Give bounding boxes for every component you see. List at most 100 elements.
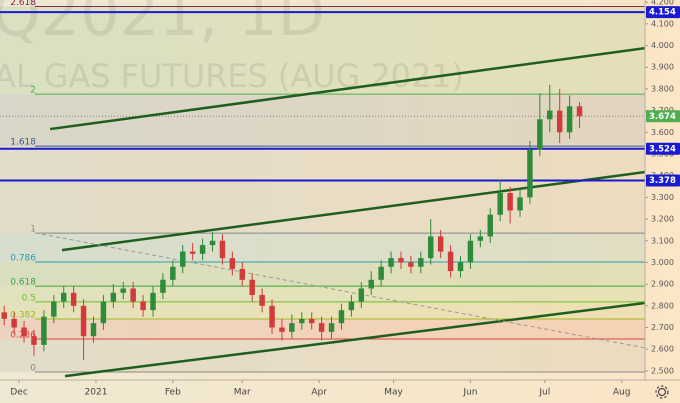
trend-line — [35, 232, 645, 349]
watermark-symbol: Q2021, 1D — [0, 0, 325, 50]
candle-body — [368, 279, 374, 289]
candle-body — [556, 110, 563, 133]
candle-body — [497, 193, 503, 215]
y-tick-label: 3.900 — [651, 63, 674, 72]
candle-body — [150, 292, 156, 311]
price-badge-label: 3.378 — [649, 176, 676, 186]
price-badge — [646, 174, 680, 187]
candle-body — [477, 236, 484, 241]
candle-body — [328, 323, 335, 332]
y-tick-label: 3.000 — [651, 258, 674, 267]
x-tick-label: Apr — [311, 388, 327, 398]
candle-body — [338, 310, 345, 324]
price-badge-label: 4.154 — [649, 8, 676, 18]
candle-body — [398, 258, 404, 263]
candle-body — [140, 301, 146, 311]
y-tick-label: 2.900 — [651, 280, 674, 289]
x-tick-label: 2021 — [85, 388, 108, 398]
candle-body — [566, 106, 573, 133]
candle-body — [180, 251, 186, 267]
candle-body — [199, 245, 206, 254]
x-tick-label: Dec — [10, 388, 27, 398]
y-tick-label: 3.600 — [651, 128, 674, 137]
candle-body — [31, 336, 37, 345]
candle-body — [209, 240, 216, 246]
candle-body — [90, 323, 97, 337]
price-badge-label: 3.524 — [649, 144, 676, 154]
fib-band — [0, 262, 645, 287]
candle-body — [259, 294, 265, 306]
candle-body — [378, 266, 384, 280]
x-tick-label: Aug — [613, 388, 631, 398]
candle-body — [120, 288, 126, 293]
trend-line — [64, 301, 645, 378]
candle-body — [428, 236, 434, 259]
watermark-name: AL GAS FUTURES (AUG 2021) — [0, 57, 464, 95]
fib-label: 0.5 — [22, 293, 36, 303]
fib-label: 0 — [30, 363, 36, 373]
y-tick-label: 3.200 — [651, 215, 674, 224]
settings-icon[interactable] — [655, 385, 669, 399]
y-tick-label: 4.200 — [651, 0, 674, 7]
candle-body — [189, 251, 196, 254]
trend-line — [61, 170, 645, 252]
candle-body — [110, 292, 117, 302]
candle-body — [70, 292, 77, 306]
candle-body — [527, 149, 533, 198]
candle-body — [279, 327, 285, 332]
price-badge — [646, 6, 680, 19]
candle-body — [41, 316, 47, 345]
fib-label: 2.618 — [10, 0, 36, 8]
fib-label: 1 — [30, 225, 36, 235]
candle-body — [239, 268, 246, 280]
fib-band — [0, 6, 645, 95]
candle-body — [21, 327, 27, 337]
candle-body — [457, 262, 464, 272]
candle-body — [418, 258, 424, 267]
y-tick-label: 2.800 — [651, 301, 674, 310]
candle-body — [388, 258, 394, 267]
fib-band — [0, 301, 645, 320]
y-tick-label: 2.600 — [651, 345, 674, 354]
watermark: Q2021, 1D AL GAS FUTURES (AUG 2021) — [0, 0, 464, 95]
candle-body — [269, 305, 275, 328]
candle-body — [537, 119, 543, 150]
candle-body — [576, 106, 583, 117]
fib-label: 0.382 — [10, 311, 36, 321]
y-tick-label: 4.000 — [651, 41, 674, 50]
candle-body — [160, 279, 166, 293]
price-badge — [646, 110, 680, 123]
candle-body — [299, 318, 305, 324]
y-tick-label: 4.100 — [651, 19, 674, 28]
fib-label: 0.786 — [10, 254, 36, 264]
candle-body — [61, 292, 67, 302]
candle-body — [229, 258, 236, 269]
x-tick-label: Feb — [165, 388, 181, 398]
candle-body — [1, 312, 7, 319]
price-badge-label: 3.674 — [649, 112, 676, 122]
x-tick-label: Jul — [538, 388, 550, 398]
candle-body — [11, 318, 17, 328]
candle-body — [219, 240, 226, 259]
trend-line — [49, 46, 645, 131]
candle-body — [447, 251, 454, 272]
candle-body — [358, 288, 365, 302]
fib-band — [0, 94, 645, 147]
candle-body — [507, 193, 513, 211]
price-badge — [646, 142, 680, 155]
candle-body — [51, 301, 57, 317]
y-tick-label: 3.800 — [651, 84, 674, 93]
fib-band — [0, 233, 645, 263]
y-tick-label: 3.300 — [651, 193, 674, 202]
candle-body — [130, 288, 136, 302]
x-tick-label: Jun — [462, 388, 477, 398]
y-tick-label: 2.700 — [651, 323, 674, 332]
x-tick-label: Mar — [234, 388, 251, 398]
axes: 2.500 2.600 2.700 2.800 2.900 3.000 3.100 3.200… — [10, 0, 680, 398]
fib-band — [0, 146, 645, 234]
candle-body — [170, 266, 176, 280]
fib-label: 0.618 — [10, 278, 36, 288]
